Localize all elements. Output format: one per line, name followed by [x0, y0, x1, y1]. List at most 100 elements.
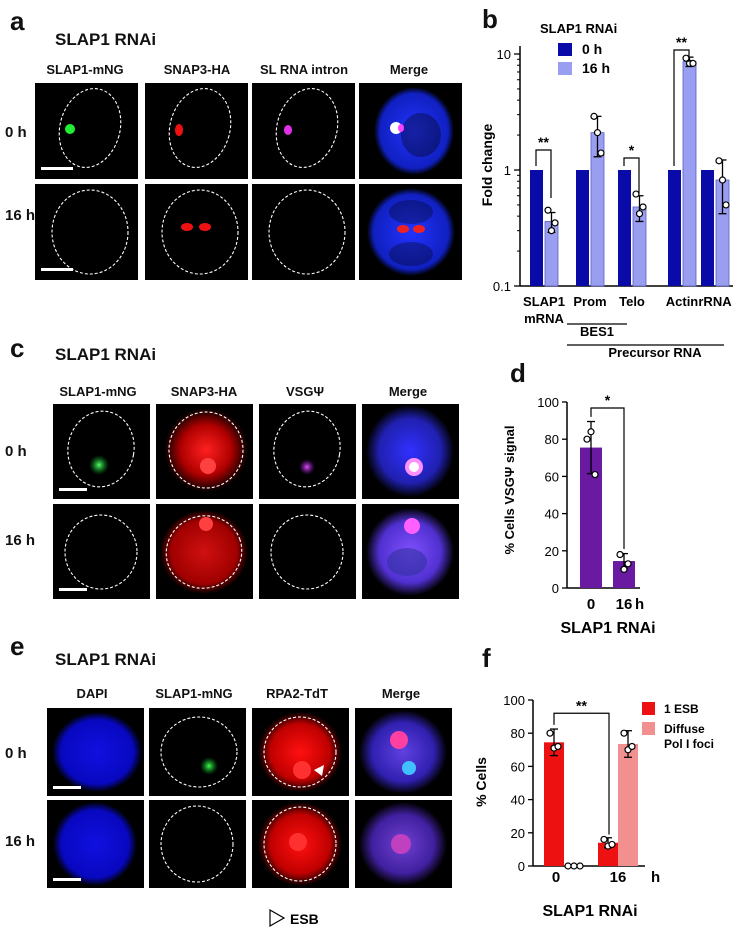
panel-c-image-vsg-16h	[259, 504, 356, 599]
panel-e-image-slap1-0h	[149, 708, 246, 796]
panel-b-bar-0h	[668, 170, 681, 286]
panel-b-data-point	[547, 227, 556, 235]
panel-b-ytick-label: 0.1	[493, 279, 511, 294]
panel-c-title: SLAP1 RNAi	[55, 345, 157, 364]
panel-b-data-point	[689, 59, 697, 67]
legend-label-diffuse-1: Diffuse	[664, 722, 705, 736]
panel-e-image-rpa2-16h	[252, 800, 349, 888]
panel-b-category-label: Telo	[619, 294, 645, 309]
panel-f-data-point	[564, 862, 572, 870]
panel-d-data-point	[624, 560, 632, 568]
panel-e-letter: e	[10, 631, 25, 661]
panel-f-ytick-label: 40	[511, 793, 525, 808]
panel-b-letter: b	[482, 4, 498, 34]
panel-f-xlabel: SLAP1 RNAi	[542, 903, 637, 920]
panel-f-sig	[553, 712, 610, 835]
panel-f-data-point	[546, 729, 554, 737]
panel-b-data-point	[722, 201, 730, 209]
panel-e-col-3: RPA2-TdT	[266, 686, 328, 701]
legend-swatch-16h	[558, 62, 572, 75]
panel-c-image-slap1-16h	[53, 504, 150, 599]
panel-a-col-2: SNAP3-HA	[163, 62, 231, 77]
panel-b-category-label: mRNA	[524, 311, 564, 326]
scale-bar	[53, 786, 81, 789]
esb-legend: ESB	[269, 908, 319, 928]
panel-c-image-snap3-16h	[156, 504, 253, 599]
panel-d-sig-label: *	[605, 392, 611, 408]
panel-a-image-snap3-0h	[145, 83, 248, 179]
panel-b-category-label: rRNA	[698, 294, 732, 309]
panel-b-data-point	[544, 206, 552, 214]
panel-e-title: SLAP1 RNAi	[55, 650, 157, 669]
panel-b-category-label: Prom	[573, 294, 606, 309]
panel-d-ytick-label: 0	[552, 581, 559, 596]
panel-d-chart: % Cells VSGΨ signal 0 20 40 60 80 100 0 16 * h S…	[502, 392, 656, 637]
legend-label-1esb: 1 ESB	[664, 702, 699, 716]
scale-bar	[41, 167, 73, 170]
panel-f-data-point	[600, 835, 608, 844]
panel-d-xlabel: SLAP1 RNAi	[560, 620, 655, 637]
panel-d-letter: d	[510, 358, 526, 388]
panel-e-image-dapi-16h	[47, 800, 144, 888]
panel-b-data-point	[715, 157, 723, 165]
scale-bar	[41, 268, 73, 271]
panel-a-row-0h: 0 h	[5, 124, 27, 141]
panel-b-data-point	[718, 176, 727, 184]
panel-f-data-point	[576, 862, 584, 870]
panel-a-image-slap1-0h	[35, 83, 138, 179]
panel-d-data-point	[583, 435, 591, 443]
panel-d-x-unit: h	[635, 596, 644, 613]
panel-f-data-point	[620, 729, 628, 737]
panel-a-title: SLAP1 RNAi	[55, 30, 157, 49]
panel-b-sig-3-label: **	[676, 34, 687, 50]
scale-bar	[53, 878, 81, 881]
panel-e-row-16h: 16 h	[5, 833, 36, 850]
panel-b-ylabel: Fold change	[479, 124, 495, 207]
panel-c-col-4: Merge	[388, 384, 428, 399]
panel-f-data-point	[570, 862, 578, 870]
panel-d-data-point	[591, 470, 599, 479]
panel-a-col-3: SL RNA intron	[259, 62, 349, 77]
panel-f-category-label: 16	[610, 869, 627, 886]
panel-a-image-merge-16h	[359, 184, 462, 280]
panel-f-data-point	[628, 742, 636, 751]
panel-a-image-merge-0h	[359, 83, 462, 179]
panel-e-image-rpa2-0h	[252, 708, 349, 796]
panel-a-image-slrna-16h	[252, 184, 355, 280]
panel-b-legend-title: SLAP1 RNAi	[540, 21, 617, 36]
panel-d-ytick-label: 20	[545, 544, 559, 559]
panel-f-bar	[544, 742, 564, 866]
panel-f-ytick-label: 60	[511, 759, 525, 774]
panel-f-bar	[598, 842, 618, 866]
panel-d-data-point	[616, 550, 624, 559]
panel-d-ylabel: % Cells VSGΨ signal	[502, 425, 517, 554]
esb-arrow-icon	[269, 908, 286, 928]
panel-c-row-16h: 16 h	[5, 532, 36, 549]
panel-d-ytick-label: 40	[545, 507, 559, 522]
panel-a-image-snap3-16h	[145, 184, 248, 280]
panel-a-row-16h: 16 h	[5, 207, 36, 224]
panel-a-image-slap1-16h	[35, 184, 138, 280]
panel-f-ytick-label: 80	[511, 726, 525, 741]
panel-b-category-label: Actin	[666, 294, 699, 309]
panel-d-category-label: 16	[616, 596, 633, 613]
panel-d-bar	[580, 447, 602, 588]
panel-b-data-point	[632, 190, 640, 198]
legend-swatch-1esb	[642, 702, 655, 715]
panel-d-sig	[590, 407, 625, 549]
panel-f-category-label: 0	[552, 869, 560, 886]
esb-arrowhead	[314, 765, 324, 776]
panel-c-col-3: VSGΨ	[286, 384, 324, 399]
panel-e-col-2: SLAP1-mNG	[155, 686, 233, 701]
panel-a-col-1: SLAP1-mNG	[46, 62, 124, 77]
panel-c-image-slap1-0h	[53, 404, 150, 499]
legend-swatch-diffuse	[642, 722, 655, 735]
legend-label-16h: 16 h	[582, 60, 610, 76]
panel-f-sig-label: **	[576, 697, 587, 713]
panel-b-sig-2-label: *	[629, 142, 635, 158]
panel-d-ytick-label: 100	[537, 395, 559, 410]
panel-b-data-point	[590, 112, 598, 120]
panel-f-data-point	[554, 742, 562, 751]
group-label-precursor: Precursor RNA	[608, 345, 702, 360]
